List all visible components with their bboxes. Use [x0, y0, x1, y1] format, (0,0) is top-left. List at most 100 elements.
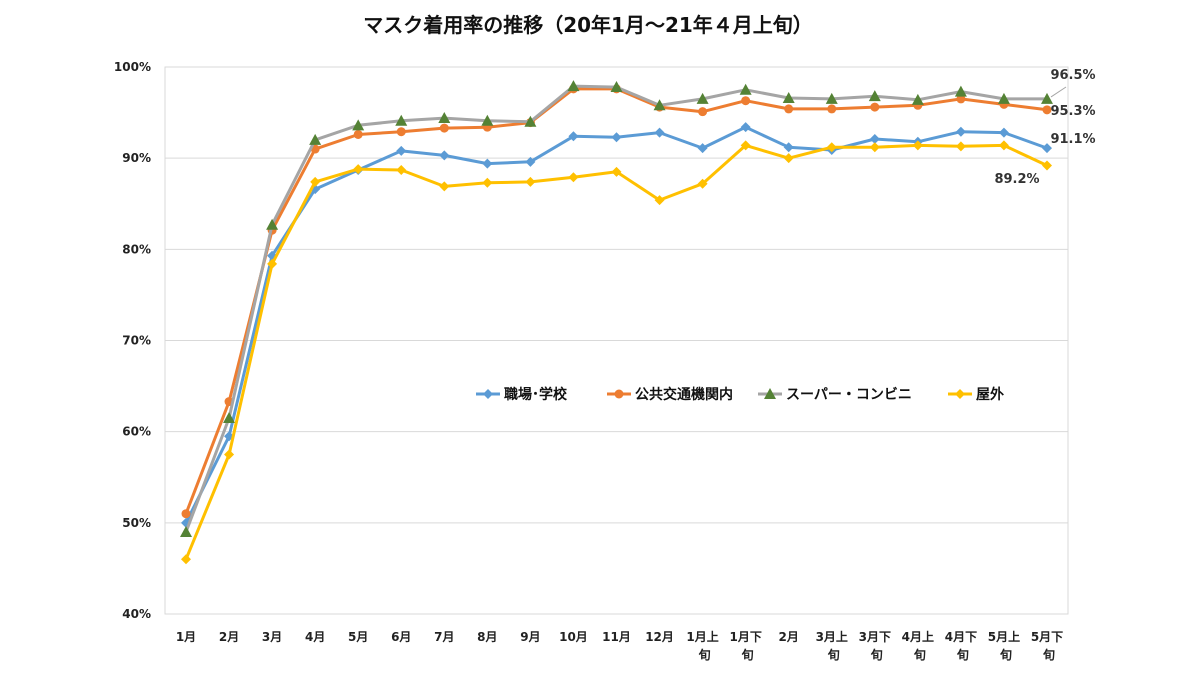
- legend-marker: [764, 388, 776, 399]
- data-point: [611, 166, 622, 177]
- annotation-label: 91.1%: [1050, 132, 1095, 147]
- data-point: [697, 143, 708, 154]
- data-point: [482, 158, 493, 169]
- data-point: [740, 122, 751, 133]
- data-point: [868, 90, 881, 102]
- data-point: [567, 80, 580, 92]
- data-point: [911, 93, 924, 105]
- legend-label: スーパー・コンビニ: [786, 387, 912, 403]
- series-line: [184, 143, 1048, 560]
- x-tick-label: 7月: [434, 630, 454, 644]
- x-tick-label: 旬: [827, 647, 840, 662]
- x-tick-label: 9月: [520, 630, 540, 644]
- data-point: [439, 123, 449, 133]
- data-point: [997, 92, 1010, 104]
- data-point: [783, 153, 794, 164]
- y-tick-label: 60%: [122, 425, 151, 439]
- y-tick-label: 90%: [122, 151, 151, 165]
- annotations: 96.5% 95.3% 91.1% 89.2%: [994, 68, 1095, 187]
- x-tick-label: 5月: [348, 630, 368, 644]
- y-tick-label: 40%: [122, 607, 151, 621]
- legend-item: 公共交通機関内: [607, 386, 733, 403]
- data-point: [870, 102, 880, 112]
- data-point: [954, 85, 967, 97]
- x-tick-label: 旬: [870, 647, 883, 662]
- data-point: [783, 142, 794, 153]
- x-tick-label: 2月: [219, 630, 239, 644]
- y-axis: 40% 50% 60% 70% 80% 90% 100%: [114, 60, 151, 621]
- legend-label: 屋外: [976, 386, 1004, 403]
- data-point: [611, 132, 622, 143]
- x-tick-label: 10月: [559, 630, 588, 644]
- data-point: [267, 258, 278, 269]
- data-point: [912, 140, 923, 151]
- data-point: [181, 554, 191, 565]
- data-point: [1041, 92, 1053, 104]
- data-point: [223, 411, 236, 423]
- data-point: [525, 156, 536, 167]
- data-point: [266, 218, 279, 230]
- data-point: [396, 165, 407, 176]
- data-point: [956, 94, 966, 104]
- data-point: [696, 92, 709, 104]
- series-職場･学校: [181, 122, 1052, 528]
- data-point: [353, 129, 363, 139]
- data-point: [739, 83, 752, 95]
- data-point: [568, 131, 579, 142]
- x-tick-label: 8月: [477, 630, 497, 644]
- data-point: [224, 449, 235, 460]
- data-point: [1042, 143, 1052, 154]
- annotation-label: 96.5%: [1050, 68, 1095, 83]
- legend-item: 職場･学校: [476, 386, 568, 403]
- x-tick-label: 6月: [391, 630, 411, 644]
- legend-label: 職場･学校: [504, 386, 568, 403]
- data-point: [782, 91, 795, 103]
- x-tick-label: 3月上: [816, 629, 848, 644]
- x-tick-label: 4月上: [902, 629, 934, 644]
- data-point: [181, 509, 191, 519]
- x-tick-label: 5月上: [988, 629, 1020, 644]
- data-point: [826, 142, 837, 153]
- data-point: [610, 81, 623, 93]
- x-tick-label: 2月: [779, 630, 799, 644]
- data-point: [310, 176, 321, 187]
- data-point: [439, 181, 450, 192]
- data-point: [524, 115, 537, 127]
- annotation-leader: [1050, 86, 1067, 98]
- data-point: [998, 140, 1009, 151]
- x-tick-label: 旬: [741, 647, 754, 662]
- series-group: [180, 80, 1053, 565]
- y-tick-label: 70%: [122, 334, 151, 348]
- data-point: [353, 164, 364, 175]
- series-屋外: [181, 140, 1052, 565]
- data-point: [654, 195, 665, 206]
- data-point: [825, 92, 838, 104]
- x-tick-label: 5月下: [1031, 630, 1063, 644]
- x-tick-label: 旬: [999, 647, 1012, 662]
- series-公共交通機関内: [181, 84, 1052, 519]
- annotation-label: 89.2%: [994, 172, 1039, 187]
- legend-marker: [614, 389, 624, 399]
- x-tick-label: 4月下: [945, 630, 977, 644]
- data-point: [439, 150, 450, 161]
- data-point: [740, 140, 751, 151]
- data-point: [955, 141, 966, 152]
- y-tick-label: 50%: [122, 516, 151, 530]
- x-tick-label: 3月: [262, 630, 282, 644]
- data-point: [698, 107, 708, 117]
- gridlines: [165, 157, 1068, 524]
- legend: 職場･学校 公共交通機関内 スーパー・コンビニ 屋外: [476, 386, 1004, 403]
- x-tick-label: 1月下: [729, 630, 761, 644]
- series-スーパー・コンビニ: [180, 80, 1053, 537]
- data-point: [482, 177, 493, 188]
- legend-item: 屋外: [948, 386, 1004, 403]
- y-tick-label: 80%: [122, 242, 151, 256]
- data-point: [827, 104, 837, 114]
- data-point: [481, 114, 494, 126]
- data-point: [653, 99, 666, 111]
- y-tick-label: 100%: [114, 60, 151, 74]
- x-tick-label: 旬: [1042, 647, 1055, 662]
- data-point: [568, 172, 579, 183]
- data-point: [998, 127, 1009, 138]
